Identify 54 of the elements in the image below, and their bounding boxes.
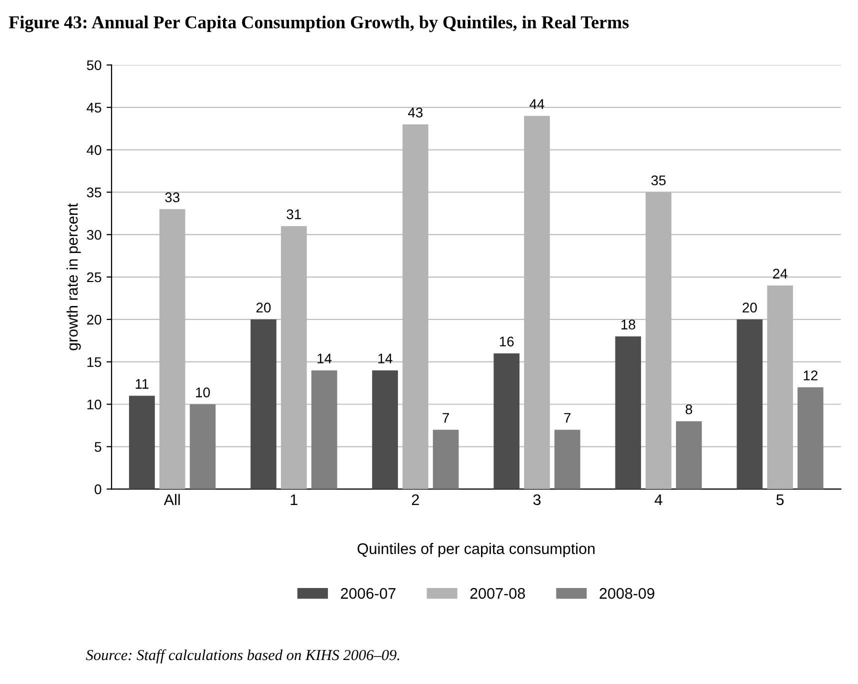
data-label: 35 [651, 175, 666, 186]
data-label: 20 [256, 302, 271, 313]
y-tick-label: 0 [94, 484, 102, 494]
y-tick-label: 30 [86, 230, 102, 240]
legend-label: 2007-08 [470, 588, 525, 599]
data-label: 8 [686, 404, 692, 414]
bar [554, 430, 580, 490]
bar [676, 421, 702, 490]
y-tick-label: 5 [94, 442, 102, 452]
data-label: 16 [500, 336, 514, 346]
data-label: 20 [742, 302, 757, 313]
data-label: 14 [318, 354, 332, 364]
bar [190, 404, 216, 490]
data-label: 43 [408, 108, 423, 118]
y-tick-label: 10 [87, 400, 102, 410]
data-label: 33 [165, 192, 180, 202]
data-label: 7 [442, 413, 449, 423]
bar [372, 370, 398, 490]
bar [311, 370, 338, 490]
data-label: 44 [530, 99, 544, 109]
bar [736, 319, 763, 490]
y-tick-label: 25 [87, 272, 102, 282]
chart-title: Figure 43: Annual Per Capita Consumption Growth, by Quintiles, in Real Terms [8, 16, 629, 32]
x-tick-label: 2 [412, 494, 419, 505]
bar [432, 430, 459, 490]
x-tick-label: 5 [776, 494, 784, 506]
y-tick-label: 40 [86, 145, 102, 155]
x-tick-label: 1 [290, 494, 298, 505]
bar [615, 336, 642, 490]
y-tick-label: 20 [87, 314, 102, 325]
y-axis-title: growth rate in percent [66, 203, 81, 350]
y-tick-label: 15 [87, 357, 102, 368]
data-label: 10 [196, 387, 210, 398]
data-label: 24 [773, 268, 788, 278]
data-label: 14 [378, 354, 392, 364]
y-tick-label: 35 [86, 188, 102, 198]
bar [798, 387, 824, 490]
data-label: 12 [804, 370, 818, 380]
data-label: 11 [136, 379, 148, 389]
y-tick-label: 50 [86, 60, 102, 70]
data-label: 18 [621, 320, 636, 330]
x-axis-title: Quintiles of per capita consumption [358, 542, 595, 558]
x-tick-label: All [164, 494, 180, 505]
data-label: 31 [286, 209, 301, 220]
bar [494, 353, 520, 490]
bar [250, 319, 276, 490]
x-tick-label: 4 [654, 494, 662, 505]
y-tick-label: 45 [86, 102, 102, 113]
x-tick-label: 3 [533, 494, 541, 506]
legend-label: 2006-07 [340, 588, 396, 599]
data-label: 7 [564, 413, 571, 423]
source-note: Source: Staff calculations based on KIHS 2006–09. [86, 649, 400, 664]
legend-label: 2008-09 [600, 588, 654, 599]
bar [129, 396, 155, 490]
